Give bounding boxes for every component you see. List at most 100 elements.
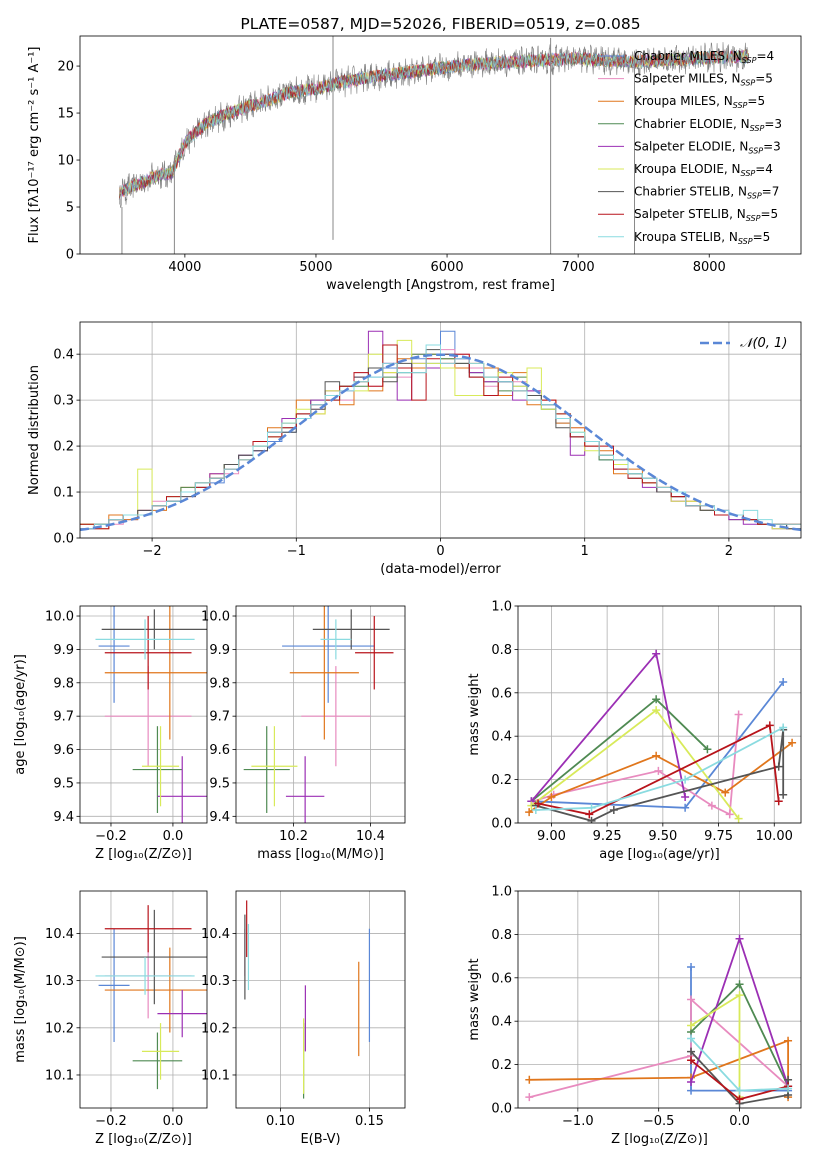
legend-label: Chabrier MILES, NSSP=4 (634, 49, 774, 65)
y-tick-label: 10.4 (201, 927, 230, 942)
legend-n-sub: SSP (741, 79, 756, 88)
weight-point-marker (703, 745, 712, 754)
y-axis-label: mass weight (467, 673, 482, 755)
axes-frame (235, 605, 406, 824)
legend-n-sub: SSP (733, 101, 748, 110)
x-tick-label: 0.10 (266, 1114, 295, 1129)
weight-point-marker (735, 1086, 744, 1095)
x-tick-label: 5000 (299, 260, 332, 275)
axes-frame (517, 890, 802, 1109)
y-tick-label: 0.6 (491, 686, 512, 701)
y-tick-label: 0.1 (53, 486, 74, 501)
mass-vs-extinction-panel: 0.10 0.15 10.1 10.2 10.3 10.4 E(B-V) (201, 890, 406, 1147)
legend-n-eq: = (755, 162, 765, 176)
legend-label: Kroupa ELODIE, NSSP=4 (634, 162, 773, 178)
x-tick-label: 1 (581, 544, 589, 559)
y-tick-label: 10.0 (201, 610, 230, 625)
legend-n-value: 3 (774, 117, 782, 131)
y-tick-label: 10.2 (45, 1021, 74, 1036)
y-tick-label: 15 (57, 107, 74, 122)
y-tick-label: 10.1 (201, 1068, 230, 1083)
weight-point-marker (735, 934, 744, 943)
y-tick-label: 10 (57, 154, 74, 169)
axes-frame (79, 890, 208, 1109)
weight-series-line (535, 726, 784, 811)
y-axis-label: age [log₁₀(age/yr)] (13, 654, 28, 775)
y-tick-label: 9.7 (53, 710, 74, 725)
gaussian-curve (80, 353, 801, 532)
weight-vs-age-panel: 9.00 9.25 9.50 9.75 10.00 0.0 0.2 0.4 0.6 0.8 1.0 a… (467, 600, 802, 862)
y-axis-label: mass weight (467, 958, 482, 1040)
plot-area (525, 934, 793, 1108)
weight-point-marker (587, 816, 596, 823)
x-axis-label: Z [log₁₀(Z/Z⊙)] (95, 847, 192, 862)
x-axis-label: E(B-V) (300, 1132, 340, 1147)
x-tick-label: 10.4 (356, 829, 385, 844)
y-tick-label: 9.5 (53, 776, 74, 791)
weight-point-marker (585, 810, 594, 819)
legend-series-name: Kroupa STELIB (634, 230, 721, 244)
y-tick-label: 0.0 (491, 1102, 512, 1117)
x-axis-label: (data-model)/error (380, 562, 501, 577)
weight-point-marker (725, 810, 734, 819)
weight-point-marker (652, 751, 661, 760)
x-tick-label: 7000 (562, 260, 595, 275)
mass-vs-metallicity-panel: −0.2 0.0 10.1 10.2 10.3 10.4 Z [log₁₀(Z/Z⊙)] ma… (13, 890, 208, 1147)
grid (236, 606, 405, 823)
y-tick-label: 9.9 (209, 643, 230, 658)
x-tick-label: 8000 (693, 260, 726, 275)
axes-frame (517, 605, 802, 824)
legend-series-name: Chabrier STELIB (634, 185, 730, 199)
weight-point-marker (652, 695, 661, 704)
weight-point-marker (774, 762, 783, 771)
weight-series-line (535, 729, 785, 822)
y-tick-label: 0.4 (53, 348, 74, 363)
weight-point-marker (609, 805, 618, 814)
y-tick-label: 10.1 (45, 1068, 74, 1083)
weight-point-marker (734, 814, 743, 823)
y-tick-label: 9.9 (53, 643, 74, 658)
legend-n-prefix: , N (732, 139, 749, 153)
weight-point-marker (788, 738, 797, 747)
y-tick-label: 9.7 (209, 710, 230, 725)
legend-label: Salpeter ELODIE, NSSP=3 (634, 139, 781, 155)
legend-n-prefix: , N (725, 49, 742, 63)
weight-point-marker (652, 706, 661, 715)
y-tick-label: 0.0 (491, 817, 512, 832)
legend-n-eq: = (764, 117, 774, 131)
x-tick-label: 9.25 (593, 829, 622, 844)
legend-label: Salpeter MILES, NSSP=5 (634, 72, 773, 88)
legend-n-eq: = (747, 94, 757, 108)
y-tick-label: 10.3 (201, 974, 230, 989)
age-vs-metallicity-panel: −0.2 0.0 9.4 9.5 9.6 9.7 9.8 9.9 10.0 Z [log₁₀(Z/… (13, 605, 208, 862)
model-spectrum-line (118, 49, 749, 200)
weight-point-marker (681, 775, 690, 784)
weight-point-marker (687, 1086, 696, 1095)
legend-label: Kroupa MILES, NSSP=5 (634, 94, 765, 110)
age-vs-mass-panel: 10.2 10.4 9.4 9.5 9.6 9.7 9.8 9.9 10.0 mass [log₁… (201, 605, 406, 862)
axes: −1.0 −0.5 0.0 0.0 0.2 0.4 0.6 0.8 1.0 Z [log₁₀(Z/… (467, 885, 802, 1147)
spectrum-panel: 4000 5000 6000 7000 8000 0 5 10 15 20 wavelength [… (27, 15, 802, 293)
legend-n-prefix: , N (716, 94, 733, 108)
legend-series-name: Chabrier ELODIE (634, 117, 733, 131)
x-axis-label: mass [log₁₀(M/M⊙)] (257, 847, 384, 862)
y-tick-label: 9.4 (53, 810, 74, 825)
legend-n-sub: SSP (746, 214, 761, 223)
weight-point-marker (687, 1034, 696, 1043)
x-tick-label: 0.0 (163, 829, 184, 844)
chart-title: PLATE=0587, MJD=52026, FIBERID=0519, z=0… (240, 15, 640, 33)
x-tick-label: 6000 (431, 260, 464, 275)
weight-point-marker (779, 723, 788, 732)
legend-n-sub: SSP (748, 146, 763, 155)
axes-frame (79, 35, 802, 255)
legend-n-value: 5 (757, 94, 765, 108)
y-tick-label: 9.6 (53, 743, 74, 758)
weight-point-marker (765, 721, 774, 730)
legend-series-name: Salpeter STELIB (634, 207, 729, 221)
y-tick-label: 0.2 (491, 773, 512, 788)
x-tick-label: −0.2 (95, 829, 127, 844)
x-tick-label: 0 (436, 544, 444, 559)
x-tick-label: 10.00 (756, 829, 793, 844)
weight-point-marker (681, 803, 690, 812)
legend-series-name: Chabrier MILES (634, 49, 725, 63)
